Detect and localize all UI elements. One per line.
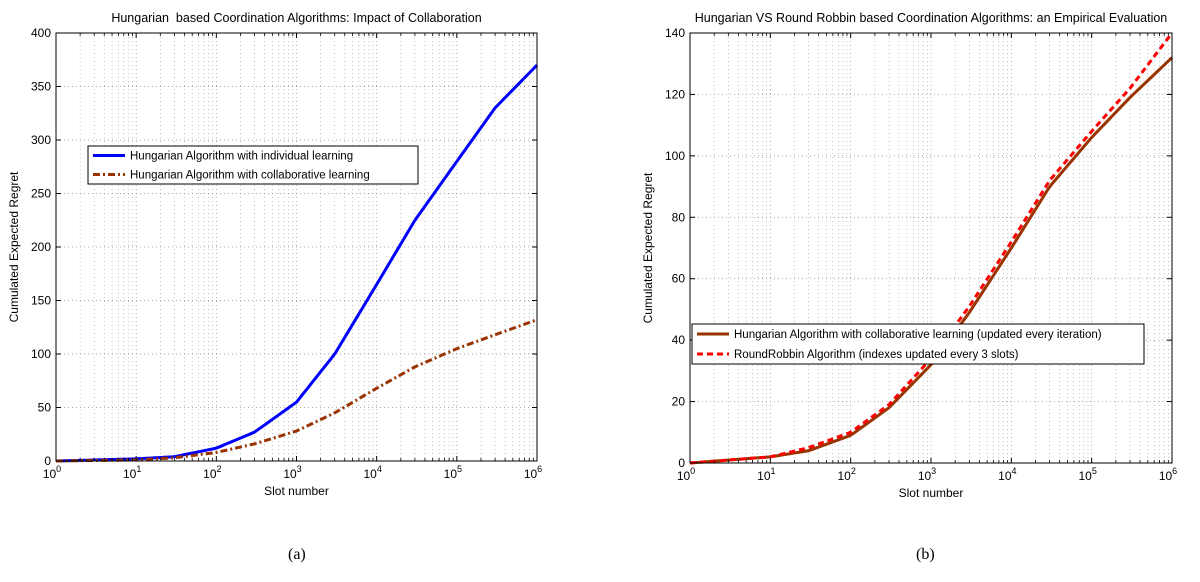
- y-tick-label: 100: [31, 347, 51, 361]
- y-axis-label: Cumulated Expected Regret: [7, 171, 21, 322]
- x-tick-label: 104: [363, 464, 381, 481]
- y-tick-label: 120: [665, 87, 685, 101]
- x-tick-label: 102: [203, 464, 221, 481]
- x-tick-label: 104: [998, 466, 1016, 483]
- legend-label-2: Hungarian Algorithm with collaborative l…: [130, 170, 370, 182]
- x-axis-label: Slot number: [899, 486, 964, 500]
- y-tick-label: 100: [665, 149, 685, 163]
- y-tick-label: 140: [665, 26, 685, 40]
- x-tick-label: 102: [837, 466, 855, 483]
- y-tick-label: 400: [31, 26, 51, 40]
- x-tick-label: 106: [524, 464, 542, 481]
- x-tick-label: 103: [283, 464, 301, 481]
- y-tick-label: 300: [31, 133, 51, 147]
- chart-title: Hungarian VS Round Robbin based Coordina…: [695, 11, 1168, 25]
- y-tick-label: 0: [44, 454, 51, 468]
- caption-a: (a): [288, 546, 306, 563]
- x-axis-label: Slot number: [264, 484, 329, 498]
- y-tick-label: 150: [31, 294, 51, 308]
- y-tick-label: 200: [31, 240, 51, 254]
- legend-label-1: Hungarian Algorithm with individual lear…: [130, 151, 353, 163]
- caption-b: (b): [916, 546, 935, 563]
- y-tick-label: 60: [672, 272, 686, 286]
- chart-2: 100 101 102 103 104 105 106 0 20 40 60 80 100 120 140 H…: [641, 11, 1177, 500]
- legend-box: [691, 323, 1145, 365]
- chart-title: Hungarian based Coordination Algorithms:…: [111, 11, 481, 25]
- x-tick-label: 105: [444, 464, 462, 481]
- chart-1: 100 101 102 103 104 105 106 0 50 100 150 200 250 300 3…: [7, 11, 542, 498]
- y-tick-label: 80: [672, 210, 686, 224]
- x-tick-label: 101: [123, 464, 141, 481]
- x-tick-label: 100: [43, 464, 61, 481]
- legend: Hungarian Algorithm with individual lear…: [87, 145, 419, 185]
- legend-box: [87, 145, 419, 185]
- x-tick-label: 105: [1078, 466, 1096, 483]
- series-line-2: [55, 318, 538, 463]
- x-tick-label: 100: [677, 466, 695, 483]
- x-tick-label: 101: [757, 466, 775, 483]
- y-tick-label: 40: [672, 333, 686, 347]
- y-tick-label: 20: [672, 395, 686, 409]
- y-tick-label: 350: [31, 80, 51, 94]
- x-tick-label: 106: [1159, 466, 1177, 483]
- y-tick-label: 250: [31, 187, 51, 201]
- y-tick-label: 0: [678, 456, 685, 470]
- legend-label-2: RoundRobbin Algorithm (indexes updated e…: [734, 349, 1019, 361]
- y-axis-label: Cumulated Expected Regret: [641, 172, 655, 323]
- series-line-1: [689, 56, 1174, 465]
- y-tick-label: 50: [38, 401, 52, 415]
- legend: Hungarian Algorithm with collaborative l…: [691, 323, 1145, 365]
- legend-label-1: Hungarian Algorithm with collaborative l…: [734, 329, 1102, 341]
- x-tick-label: 103: [918, 466, 936, 483]
